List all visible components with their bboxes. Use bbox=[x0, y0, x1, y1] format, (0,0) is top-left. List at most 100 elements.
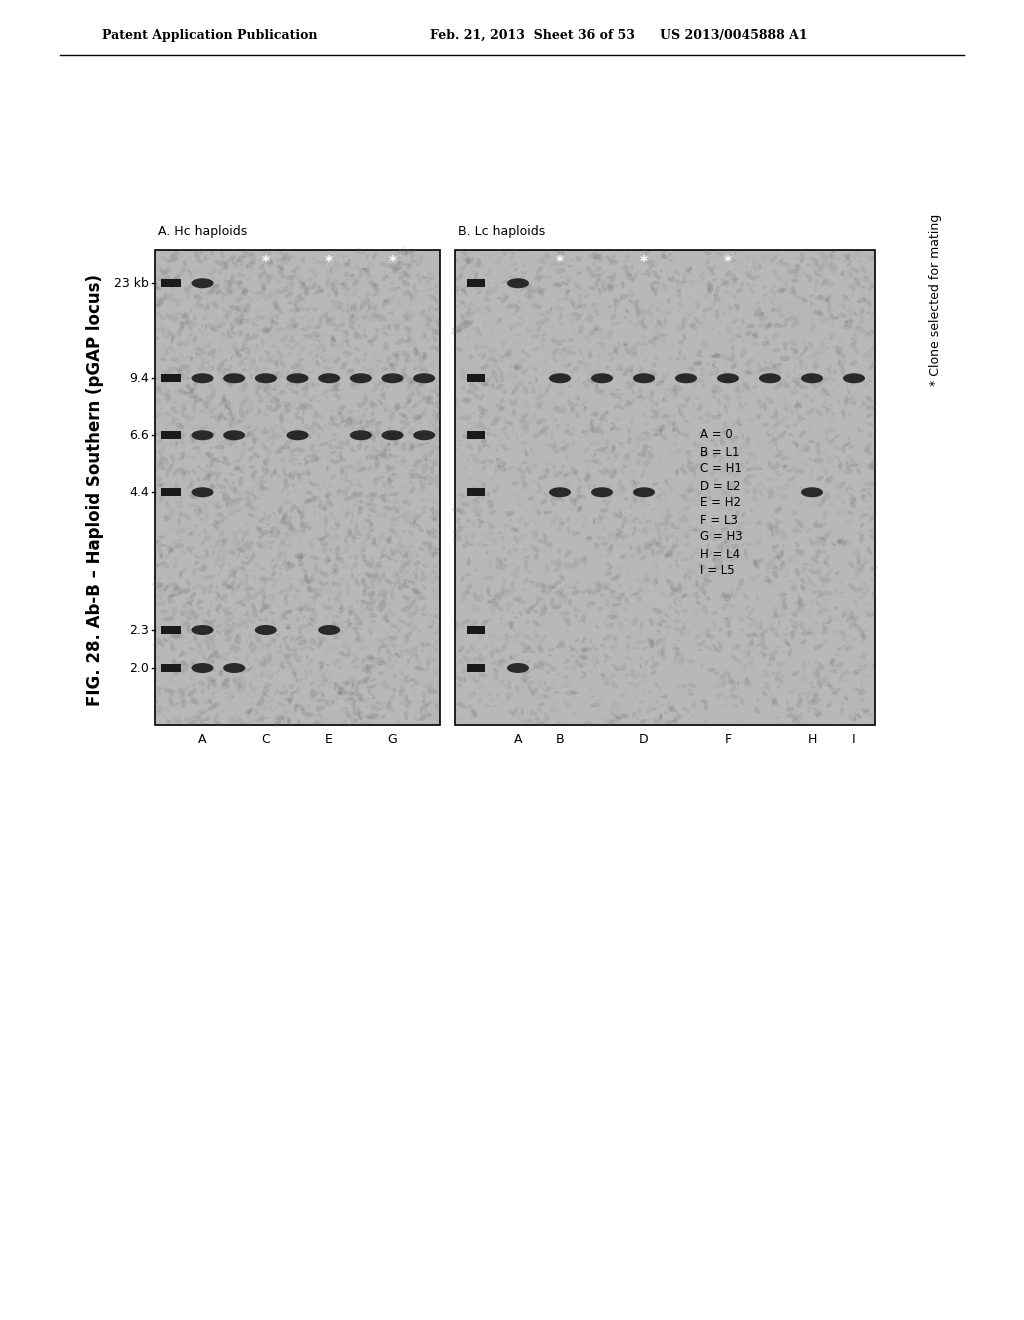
Ellipse shape bbox=[369, 718, 370, 721]
Ellipse shape bbox=[270, 346, 271, 347]
Ellipse shape bbox=[534, 280, 537, 282]
Ellipse shape bbox=[436, 392, 438, 397]
Ellipse shape bbox=[334, 682, 341, 689]
Ellipse shape bbox=[343, 405, 345, 408]
Ellipse shape bbox=[506, 421, 514, 426]
Ellipse shape bbox=[534, 628, 537, 635]
Ellipse shape bbox=[348, 314, 354, 322]
Ellipse shape bbox=[839, 362, 842, 367]
Ellipse shape bbox=[600, 345, 607, 351]
Ellipse shape bbox=[210, 446, 212, 450]
Ellipse shape bbox=[691, 463, 700, 470]
Ellipse shape bbox=[638, 528, 647, 533]
Ellipse shape bbox=[455, 259, 460, 261]
Ellipse shape bbox=[813, 360, 817, 370]
Ellipse shape bbox=[502, 589, 506, 594]
Ellipse shape bbox=[635, 436, 645, 441]
Ellipse shape bbox=[496, 557, 503, 565]
Ellipse shape bbox=[835, 434, 840, 438]
Ellipse shape bbox=[531, 710, 537, 715]
Ellipse shape bbox=[851, 292, 854, 298]
Ellipse shape bbox=[515, 306, 520, 309]
Ellipse shape bbox=[214, 519, 216, 523]
Ellipse shape bbox=[717, 644, 723, 653]
Ellipse shape bbox=[844, 696, 848, 701]
Ellipse shape bbox=[650, 655, 654, 664]
Ellipse shape bbox=[280, 663, 285, 669]
Ellipse shape bbox=[476, 290, 481, 294]
Ellipse shape bbox=[497, 659, 505, 665]
Ellipse shape bbox=[309, 277, 312, 281]
Ellipse shape bbox=[329, 438, 336, 442]
Ellipse shape bbox=[285, 374, 292, 379]
Ellipse shape bbox=[502, 371, 504, 374]
Ellipse shape bbox=[674, 384, 683, 391]
Ellipse shape bbox=[186, 338, 187, 341]
Ellipse shape bbox=[241, 356, 246, 362]
Ellipse shape bbox=[779, 598, 782, 601]
Ellipse shape bbox=[731, 644, 739, 651]
Ellipse shape bbox=[835, 335, 839, 338]
Ellipse shape bbox=[232, 573, 237, 579]
Ellipse shape bbox=[634, 645, 641, 649]
Ellipse shape bbox=[659, 499, 662, 503]
Ellipse shape bbox=[866, 682, 868, 685]
Ellipse shape bbox=[689, 339, 691, 341]
Ellipse shape bbox=[293, 635, 302, 642]
Ellipse shape bbox=[260, 605, 266, 614]
Ellipse shape bbox=[319, 261, 323, 264]
Ellipse shape bbox=[645, 337, 647, 338]
Ellipse shape bbox=[306, 453, 307, 457]
Ellipse shape bbox=[326, 491, 329, 499]
Ellipse shape bbox=[589, 638, 593, 643]
Ellipse shape bbox=[493, 417, 501, 421]
Ellipse shape bbox=[203, 634, 213, 640]
Ellipse shape bbox=[536, 267, 543, 275]
Ellipse shape bbox=[857, 428, 860, 433]
Ellipse shape bbox=[535, 713, 540, 721]
Ellipse shape bbox=[230, 264, 241, 269]
Ellipse shape bbox=[209, 465, 211, 469]
Ellipse shape bbox=[839, 461, 842, 463]
Ellipse shape bbox=[274, 602, 276, 603]
Ellipse shape bbox=[409, 378, 419, 384]
Ellipse shape bbox=[420, 572, 423, 574]
Ellipse shape bbox=[728, 508, 734, 511]
Ellipse shape bbox=[456, 284, 461, 292]
Ellipse shape bbox=[771, 309, 774, 312]
Ellipse shape bbox=[692, 517, 694, 519]
Ellipse shape bbox=[814, 520, 818, 529]
Ellipse shape bbox=[404, 550, 411, 554]
Ellipse shape bbox=[498, 407, 506, 412]
Ellipse shape bbox=[549, 708, 558, 711]
Ellipse shape bbox=[373, 429, 380, 438]
Ellipse shape bbox=[296, 659, 302, 663]
Ellipse shape bbox=[413, 259, 416, 261]
Ellipse shape bbox=[675, 469, 679, 477]
Ellipse shape bbox=[420, 573, 425, 582]
Ellipse shape bbox=[667, 706, 676, 711]
Ellipse shape bbox=[347, 556, 353, 558]
Ellipse shape bbox=[197, 352, 201, 354]
Ellipse shape bbox=[622, 408, 626, 411]
Ellipse shape bbox=[720, 282, 725, 286]
Ellipse shape bbox=[724, 399, 725, 400]
Ellipse shape bbox=[630, 496, 631, 498]
Ellipse shape bbox=[295, 275, 297, 277]
Ellipse shape bbox=[202, 688, 205, 694]
Ellipse shape bbox=[428, 294, 437, 301]
Ellipse shape bbox=[156, 562, 164, 566]
Ellipse shape bbox=[636, 529, 640, 532]
Ellipse shape bbox=[645, 251, 649, 256]
Ellipse shape bbox=[647, 503, 649, 506]
Ellipse shape bbox=[561, 589, 562, 590]
Ellipse shape bbox=[409, 388, 413, 392]
Ellipse shape bbox=[165, 293, 173, 301]
Ellipse shape bbox=[650, 639, 655, 648]
Ellipse shape bbox=[589, 269, 590, 272]
Ellipse shape bbox=[160, 488, 167, 494]
Ellipse shape bbox=[299, 296, 303, 301]
Text: I: I bbox=[852, 733, 856, 746]
Ellipse shape bbox=[591, 381, 598, 385]
Ellipse shape bbox=[729, 467, 733, 470]
